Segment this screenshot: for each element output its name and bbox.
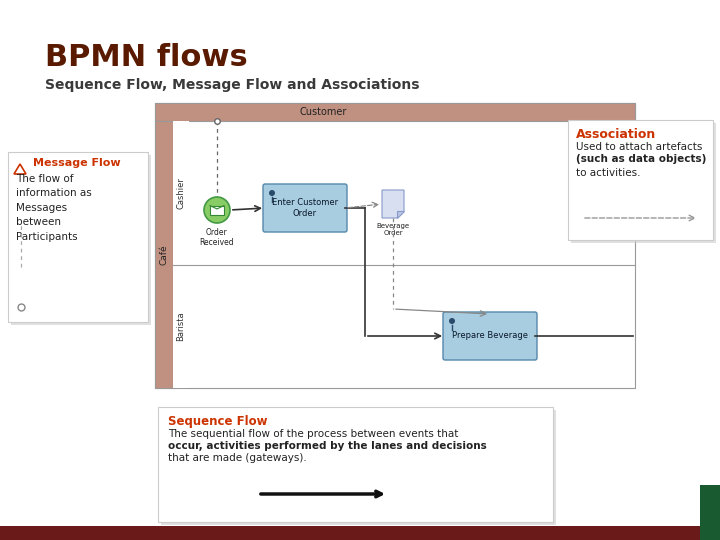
Text: that are made (gateways).: that are made (gateways). [168,453,307,463]
Text: Café: Café [160,244,168,265]
FancyBboxPatch shape [11,155,151,325]
Bar [155,121,173,388]
Text: Cashier: Cashier [176,177,186,209]
FancyBboxPatch shape [571,123,716,243]
FancyBboxPatch shape [161,410,556,525]
Text: Enter Customer
Order: Enter Customer Order [272,198,338,218]
Text: Association: Association [576,128,656,141]
Text: (such as data objects): (such as data objects) [576,154,706,164]
Bar [173,121,189,265]
Polygon shape [397,211,404,218]
Text: Order
Received: Order Received [199,228,234,247]
Text: Customer: Customer [300,107,347,117]
Bar [155,103,635,121]
Circle shape [269,190,275,196]
Bar [155,103,635,388]
Polygon shape [382,190,404,218]
Text: to activities.: to activities. [576,168,641,178]
Bar [173,265,189,388]
Text: BPMN flows: BPMN flows [45,43,248,72]
Text: Message Flow: Message Flow [33,158,121,168]
FancyBboxPatch shape [263,184,347,232]
Text: Barista: Barista [176,312,186,341]
Text: The sequential flow of the process between events that: The sequential flow of the process betwe… [168,429,459,439]
Text: Beverage
Order: Beverage Order [377,223,410,236]
Text: The flow of
information as
Messages
between
Participants: The flow of information as Messages betw… [16,174,91,241]
FancyBboxPatch shape [443,312,537,360]
Text: Sequence Flow: Sequence Flow [168,415,268,428]
FancyBboxPatch shape [158,407,553,522]
Text: Prepare Beverage: Prepare Beverage [452,332,528,341]
FancyBboxPatch shape [568,120,713,240]
Text: Used to attach artefacts: Used to attach artefacts [576,142,703,152]
Bar [210,206,224,214]
Bar [0,526,720,540]
Text: occur, activities performed by the lanes and decisions: occur, activities performed by the lanes… [168,441,487,451]
Text: Sequence Flow, Message Flow and Associations: Sequence Flow, Message Flow and Associat… [45,78,420,92]
Circle shape [204,197,230,223]
Bar [700,485,720,540]
FancyBboxPatch shape [8,152,148,322]
Circle shape [449,318,455,324]
